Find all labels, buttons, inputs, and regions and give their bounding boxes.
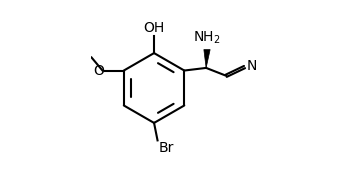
Text: N: N [247, 59, 257, 73]
Text: O: O [93, 64, 104, 78]
Text: Br: Br [159, 141, 174, 155]
Text: NH$_2$: NH$_2$ [193, 30, 221, 46]
Polygon shape [204, 50, 210, 68]
Text: OH: OH [144, 21, 165, 35]
